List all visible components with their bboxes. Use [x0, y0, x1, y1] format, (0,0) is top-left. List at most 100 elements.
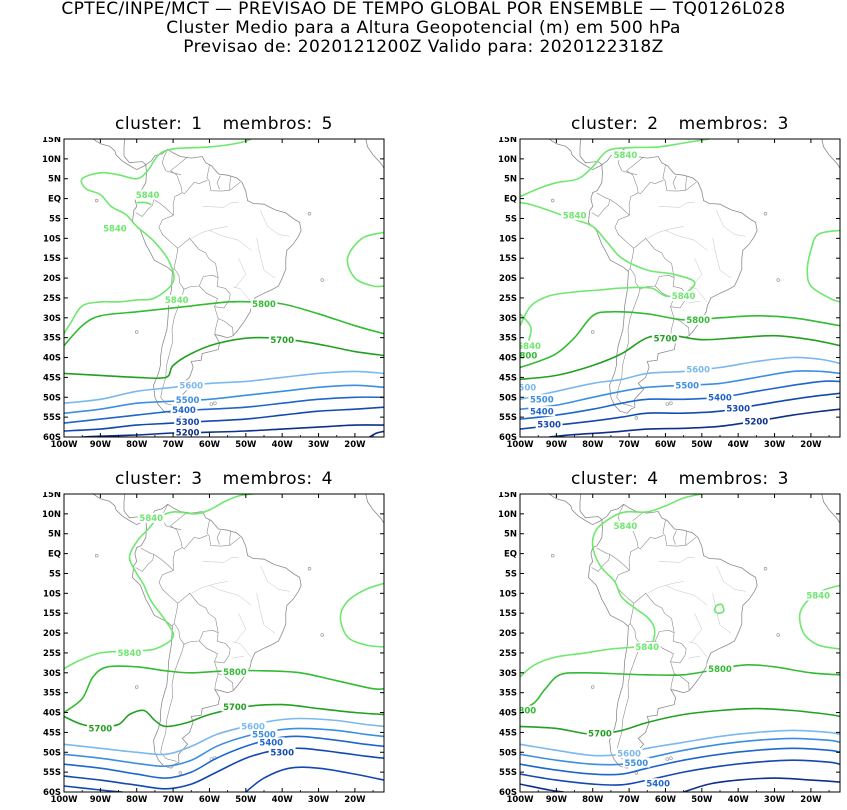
- country-border: [616, 289, 641, 407]
- contour-label-bg: [706, 392, 734, 403]
- contour-label-bg: [535, 419, 563, 430]
- cluster-label: cluster:: [571, 114, 639, 134]
- contour-label: 800: [519, 352, 537, 362]
- contour-label: 5700: [270, 336, 294, 346]
- figure-header: CPTEC/INPE/MCT — PREVISAO DE TEMPO GLOBA…: [0, 0, 847, 57]
- contour-line: [520, 392, 840, 430]
- lon-tick-label: 70W: [162, 440, 184, 450]
- contour-line: [520, 201, 696, 327]
- lat-tick-label: 10N: [498, 155, 517, 165]
- country-border: [160, 644, 185, 762]
- state-border: [712, 238, 732, 279]
- header-line-2: Cluster Medio para a Altura Geopotencial…: [166, 18, 681, 38]
- contour-label: 5840: [614, 151, 638, 161]
- country-border: [670, 318, 675, 335]
- state-border: [665, 230, 708, 251]
- contour-label-bg: [268, 334, 296, 345]
- south-america-outline: [587, 503, 758, 769]
- country-border: [633, 237, 675, 278]
- lat-tick-label: 60S: [499, 788, 517, 798]
- contour-label: 5300: [270, 748, 294, 758]
- lat-tick-label: 45S: [499, 728, 517, 738]
- country-border: [629, 623, 675, 645]
- country-border: [199, 277, 231, 309]
- lat-tick-label: 60S: [43, 433, 61, 443]
- lat-tick-label: 25S: [43, 649, 61, 659]
- map-panel-cluster-2: 5840 5840 5840 5800 5700 5600 5500 5400 5300 5200…: [498, 137, 841, 450]
- contour-label-bg: [221, 701, 249, 712]
- contour-label-bg: [520, 705, 538, 716]
- island-outline: [320, 278, 324, 282]
- contour-label-bg: [528, 406, 556, 417]
- country-border: [638, 180, 664, 195]
- contour-label-bg: [239, 721, 267, 732]
- contour-label-bg: [268, 747, 296, 758]
- country-border: [670, 673, 675, 690]
- map-frame: [63, 138, 385, 438]
- contour-line: [520, 356, 840, 401]
- contour-label-bg: [684, 314, 712, 325]
- contour-label-bg: [724, 403, 752, 414]
- contour-label-bg: [804, 590, 832, 601]
- contour-line: [520, 737, 840, 766]
- contour-line: [64, 665, 384, 714]
- state-border: [233, 286, 252, 303]
- contour-label: 5500: [625, 759, 649, 769]
- contour-label: 5840: [118, 649, 142, 659]
- contour-line: [64, 139, 254, 335]
- lat-tick-label: 10N: [498, 510, 517, 520]
- state-border: [647, 581, 684, 594]
- panel-title-cluster-2: cluster: 2 membros: 3: [520, 114, 840, 134]
- country-border: [161, 504, 182, 531]
- country-border: [229, 175, 231, 191]
- lat-tick-label: 50S: [499, 748, 517, 758]
- country-border: [158, 570, 179, 627]
- contour-label: 5200: [745, 417, 769, 427]
- state-border: [256, 593, 276, 634]
- lon-tick-label: 20W: [344, 440, 366, 450]
- lon-tick-label: 40W: [272, 795, 294, 805]
- contour-label: 5600: [617, 749, 641, 759]
- panel-title-cluster-3: cluster: 3 membros: 4: [64, 469, 384, 489]
- lat-tick-label: 25S: [499, 649, 517, 659]
- lon-tick-label: 20W: [800, 795, 822, 805]
- country-border: [685, 175, 687, 191]
- lon-tick-label: 50W: [235, 440, 257, 450]
- contour-label: 5300: [537, 420, 561, 430]
- members-number: 4: [321, 469, 333, 489]
- state-border: [689, 641, 708, 658]
- contour-line: [64, 727, 384, 768]
- contour-label: 5600: [241, 723, 265, 733]
- contour-label: 5500: [675, 382, 699, 392]
- lat-tick-label: 60S: [43, 788, 61, 798]
- contour-label-bg: [706, 663, 734, 674]
- lon-tick-label: 80W: [126, 440, 148, 450]
- lon-tick-label: 30W: [764, 440, 786, 450]
- island-outline: [591, 330, 595, 334]
- contour-label: 5840: [614, 522, 638, 532]
- country-border: [628, 547, 639, 571]
- lon-tick-label: 60W: [655, 440, 677, 450]
- island-outline: [763, 566, 768, 571]
- lon-tick-label: 100W: [506, 795, 534, 805]
- contour-line: [520, 664, 840, 712]
- country-border: [216, 175, 221, 190]
- country-border: [629, 268, 675, 290]
- contour-line: [64, 406, 384, 432]
- contour-label-bg: [250, 729, 278, 740]
- contour-label: 5300: [726, 405, 750, 415]
- lon-tick-label: 100W: [50, 795, 78, 805]
- lat-tick-label: 10S: [43, 234, 61, 244]
- contour-label: 5840: [563, 211, 587, 221]
- state-border: [712, 593, 732, 634]
- country-border: [172, 192, 183, 216]
- lat-tick-label: 50S: [499, 393, 517, 403]
- contour-label: 5200: [176, 428, 200, 438]
- contour-line: [245, 766, 384, 792]
- lat-tick-label: 55S: [499, 768, 517, 778]
- south-america-outline: [587, 148, 758, 414]
- country-border: [173, 623, 219, 645]
- lat-tick-label: EQ: [504, 195, 517, 205]
